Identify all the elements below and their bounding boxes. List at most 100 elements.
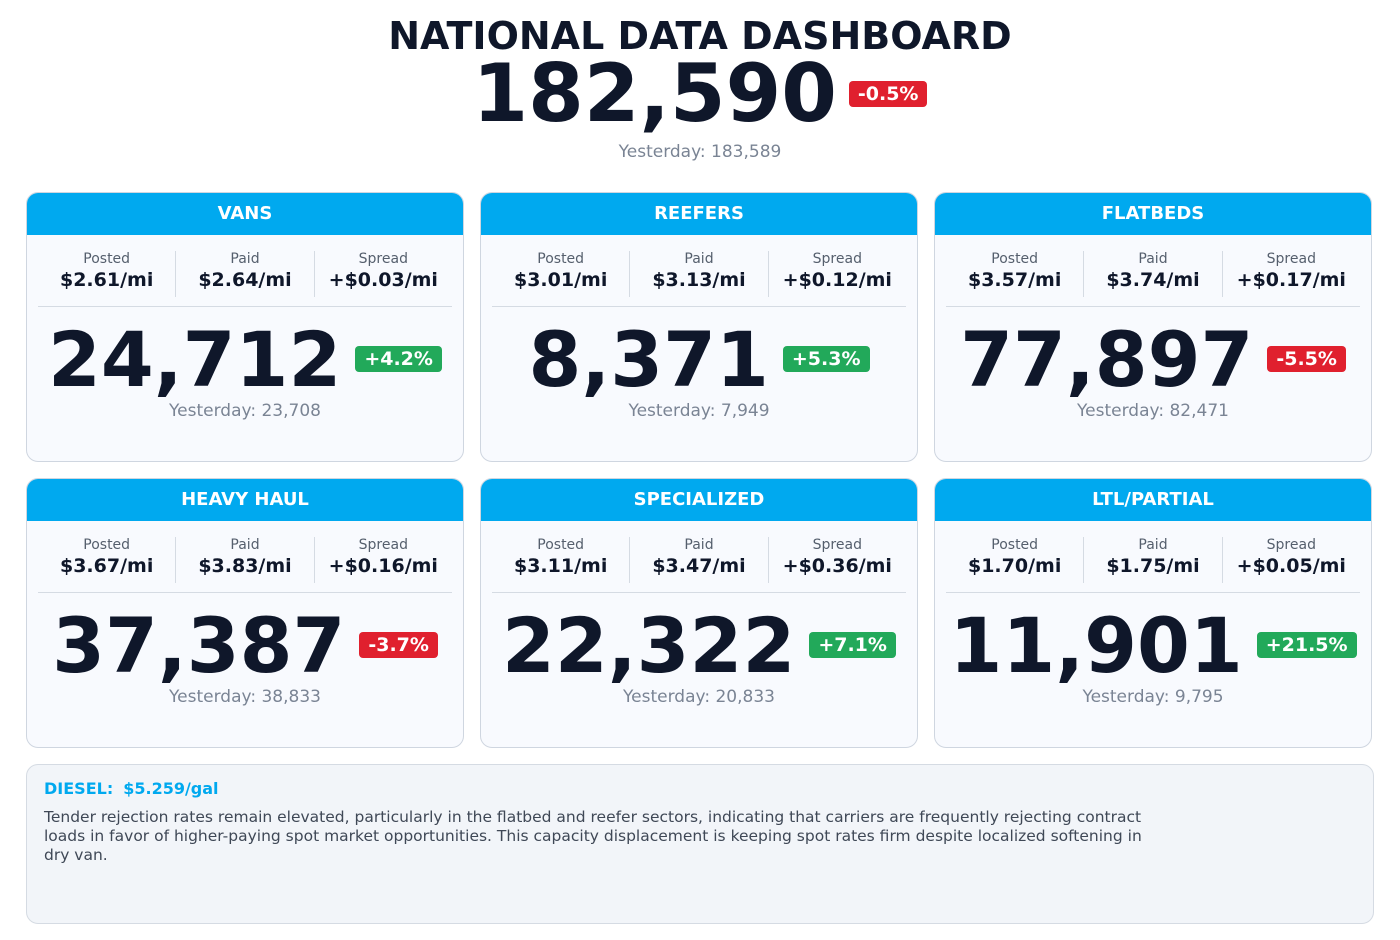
equipment-card: FLATBEDS Posted $3.57/mi Paid $3.74/mi Spread…: [934, 192, 1372, 462]
rate-metric: Paid $3.13/mi: [629, 251, 767, 297]
card-title: REEFERS: [481, 193, 917, 235]
load-count: 24,712: [48, 314, 342, 404]
change-badge: -0.5%: [848, 81, 928, 107]
metric-label: Spread: [1266, 251, 1316, 267]
total-row: 182,590 -0.5%: [0, 52, 1400, 136]
yesterday-count: Yesterday: 20,833: [623, 687, 775, 707]
count-row: 22,322 +7.1%: [481, 601, 917, 690]
dashboard-title: NATIONAL DATA DASHBOARD: [388, 14, 1012, 58]
rate-metric: Spread +$0.12/mi: [767, 251, 906, 297]
rate-metric: Paid $2.64/mi: [175, 251, 313, 297]
change-badge: -3.7%: [359, 632, 438, 658]
rate-metric: Posted $3.01/mi: [492, 251, 629, 297]
metric-value: +$0.12/mi: [782, 269, 892, 291]
equipment-card: REEFERS Posted $3.01/mi Paid $3.13/mi Spread +…: [480, 192, 918, 462]
metric-label: Spread: [358, 537, 408, 553]
rate-metrics: Posted $3.11/mi Paid $3.47/mi Spread +$0.36/m…: [492, 537, 906, 593]
metric-label: Paid: [230, 251, 260, 267]
metric-value: $1.70/mi: [967, 555, 1062, 577]
load-count: 77,897: [960, 314, 1254, 404]
metric-label: Spread: [358, 251, 408, 267]
metric-label: Paid: [230, 537, 260, 553]
rate-metric: Paid $3.47/mi: [629, 537, 767, 583]
rate-metric: Paid $3.74/mi: [1083, 251, 1221, 297]
count-row: 24,712 +4.2%: [27, 315, 463, 404]
rate-metric: Posted $3.11/mi: [492, 537, 629, 583]
count-row: 11,901 +21.5%: [935, 601, 1371, 690]
metric-label: Posted: [991, 537, 1039, 553]
card-title: HEAVY HAUL: [27, 479, 463, 521]
rate-metric: Posted $2.61/mi: [38, 251, 175, 297]
metric-value: $2.64/mi: [198, 269, 292, 291]
metric-value: +$0.05/mi: [1236, 555, 1346, 577]
metric-value: $3.74/mi: [1106, 269, 1200, 291]
rate-metric: Posted $3.67/mi: [38, 537, 175, 583]
rate-metrics: Posted $3.57/mi Paid $3.74/mi Spread +$0.17/m…: [946, 251, 1360, 307]
metric-value: $3.47/mi: [652, 555, 746, 577]
count-row: 77,897 -5.5%: [935, 315, 1371, 404]
metric-value: $1.75/mi: [1106, 555, 1200, 577]
change-badge: +5.3%: [782, 346, 870, 372]
load-count: 22,322: [502, 600, 796, 690]
equipment-card: LTL/PARTIAL Posted $1.70/mi Paid $1.75/mi Spr…: [934, 478, 1372, 748]
metric-label: Paid: [1138, 251, 1168, 267]
count-row: 8,371 +5.3%: [481, 315, 917, 404]
rate-metrics: Posted $3.67/mi Paid $3.83/mi Spread +$0.16/m…: [38, 537, 452, 593]
metric-label: Posted: [537, 251, 585, 267]
yesterday-total: Yesterday: 183,589: [618, 142, 782, 162]
metric-label: Posted: [83, 251, 131, 267]
metric-value: $3.67/mi: [59, 555, 154, 577]
change-badge: +4.2%: [355, 346, 442, 372]
yesterday-count: Yesterday: 7,949: [628, 401, 770, 421]
card-title: VANS: [27, 193, 463, 235]
rate-metric: Spread +$0.03/mi: [313, 251, 452, 297]
rate-metrics: Posted $2.61/mi Paid $2.64/mi Spread +$0.03/m…: [38, 251, 452, 307]
change-badge: -5.5%: [1267, 346, 1346, 372]
metric-label: Paid: [684, 537, 714, 553]
card-title: LTL/PARTIAL: [935, 479, 1371, 521]
rate-metric: Spread +$0.16/mi: [313, 537, 452, 583]
diesel-value: $5.259/gal: [123, 779, 219, 798]
load-count: 37,387: [52, 600, 346, 690]
metric-label: Posted: [537, 537, 585, 553]
metric-value: $3.11/mi: [513, 555, 608, 577]
metric-value: +$0.17/mi: [1236, 269, 1346, 291]
rate-metrics: Posted $3.01/mi Paid $3.13/mi Spread +$0.12/m…: [492, 251, 906, 307]
metric-label: Spread: [812, 251, 862, 267]
rate-metric: Spread +$0.17/mi: [1221, 251, 1360, 297]
diesel-label: DIESEL:: [44, 779, 114, 798]
load-count: 11,901: [949, 600, 1243, 690]
rate-metric: Paid $3.83/mi: [175, 537, 313, 583]
rate-metric: Spread +$0.36/mi: [767, 537, 906, 583]
metric-value: $3.57/mi: [967, 269, 1062, 291]
metric-value: $3.13/mi: [652, 269, 746, 291]
load-count: 8,371: [528, 314, 769, 404]
market-note: Tender rejection rates remain elevated, …: [44, 808, 1142, 864]
metric-label: Posted: [83, 537, 131, 553]
rate-metric: Paid $1.75/mi: [1083, 537, 1221, 583]
metric-value: +$0.03/mi: [328, 269, 438, 291]
equipment-card: VANS Posted $2.61/mi Paid $2.64/mi Spread +$0.…: [26, 192, 464, 462]
metric-value: $2.61/mi: [59, 269, 154, 291]
metric-label: Spread: [1266, 537, 1316, 553]
metric-label: Posted: [991, 251, 1039, 267]
change-badge: +21.5%: [1256, 632, 1357, 658]
diesel-price: DIESEL: $5.259/gal: [44, 779, 1356, 798]
change-badge: +7.1%: [809, 632, 896, 658]
rate-metric: Spread +$0.05/mi: [1221, 537, 1360, 583]
equipment-card: HEAVY HAUL Posted $3.67/mi Paid $3.83/mi Spre…: [26, 478, 464, 748]
metric-value: +$0.16/mi: [328, 555, 438, 577]
card-title: SPECIALIZED: [481, 479, 917, 521]
rate-metric: Posted $1.70/mi: [946, 537, 1083, 583]
metric-label: Paid: [1138, 537, 1168, 553]
rate-metric: Posted $3.57/mi: [946, 251, 1083, 297]
yesterday-count: Yesterday: 38,833: [169, 687, 321, 707]
yesterday-count: Yesterday: 9,795: [1082, 687, 1224, 707]
metric-label: Spread: [812, 537, 862, 553]
yesterday-count: Yesterday: 82,471: [1077, 401, 1229, 421]
card-title: FLATBEDS: [935, 193, 1371, 235]
rate-metrics: Posted $1.70/mi Paid $1.75/mi Spread +$0.05/m…: [946, 537, 1360, 593]
yesterday-count: Yesterday: 23,708: [169, 401, 321, 421]
commentary-panel: DIESEL: $5.259/gal Tender rejection rates …: [26, 764, 1374, 924]
metric-label: Paid: [684, 251, 714, 267]
